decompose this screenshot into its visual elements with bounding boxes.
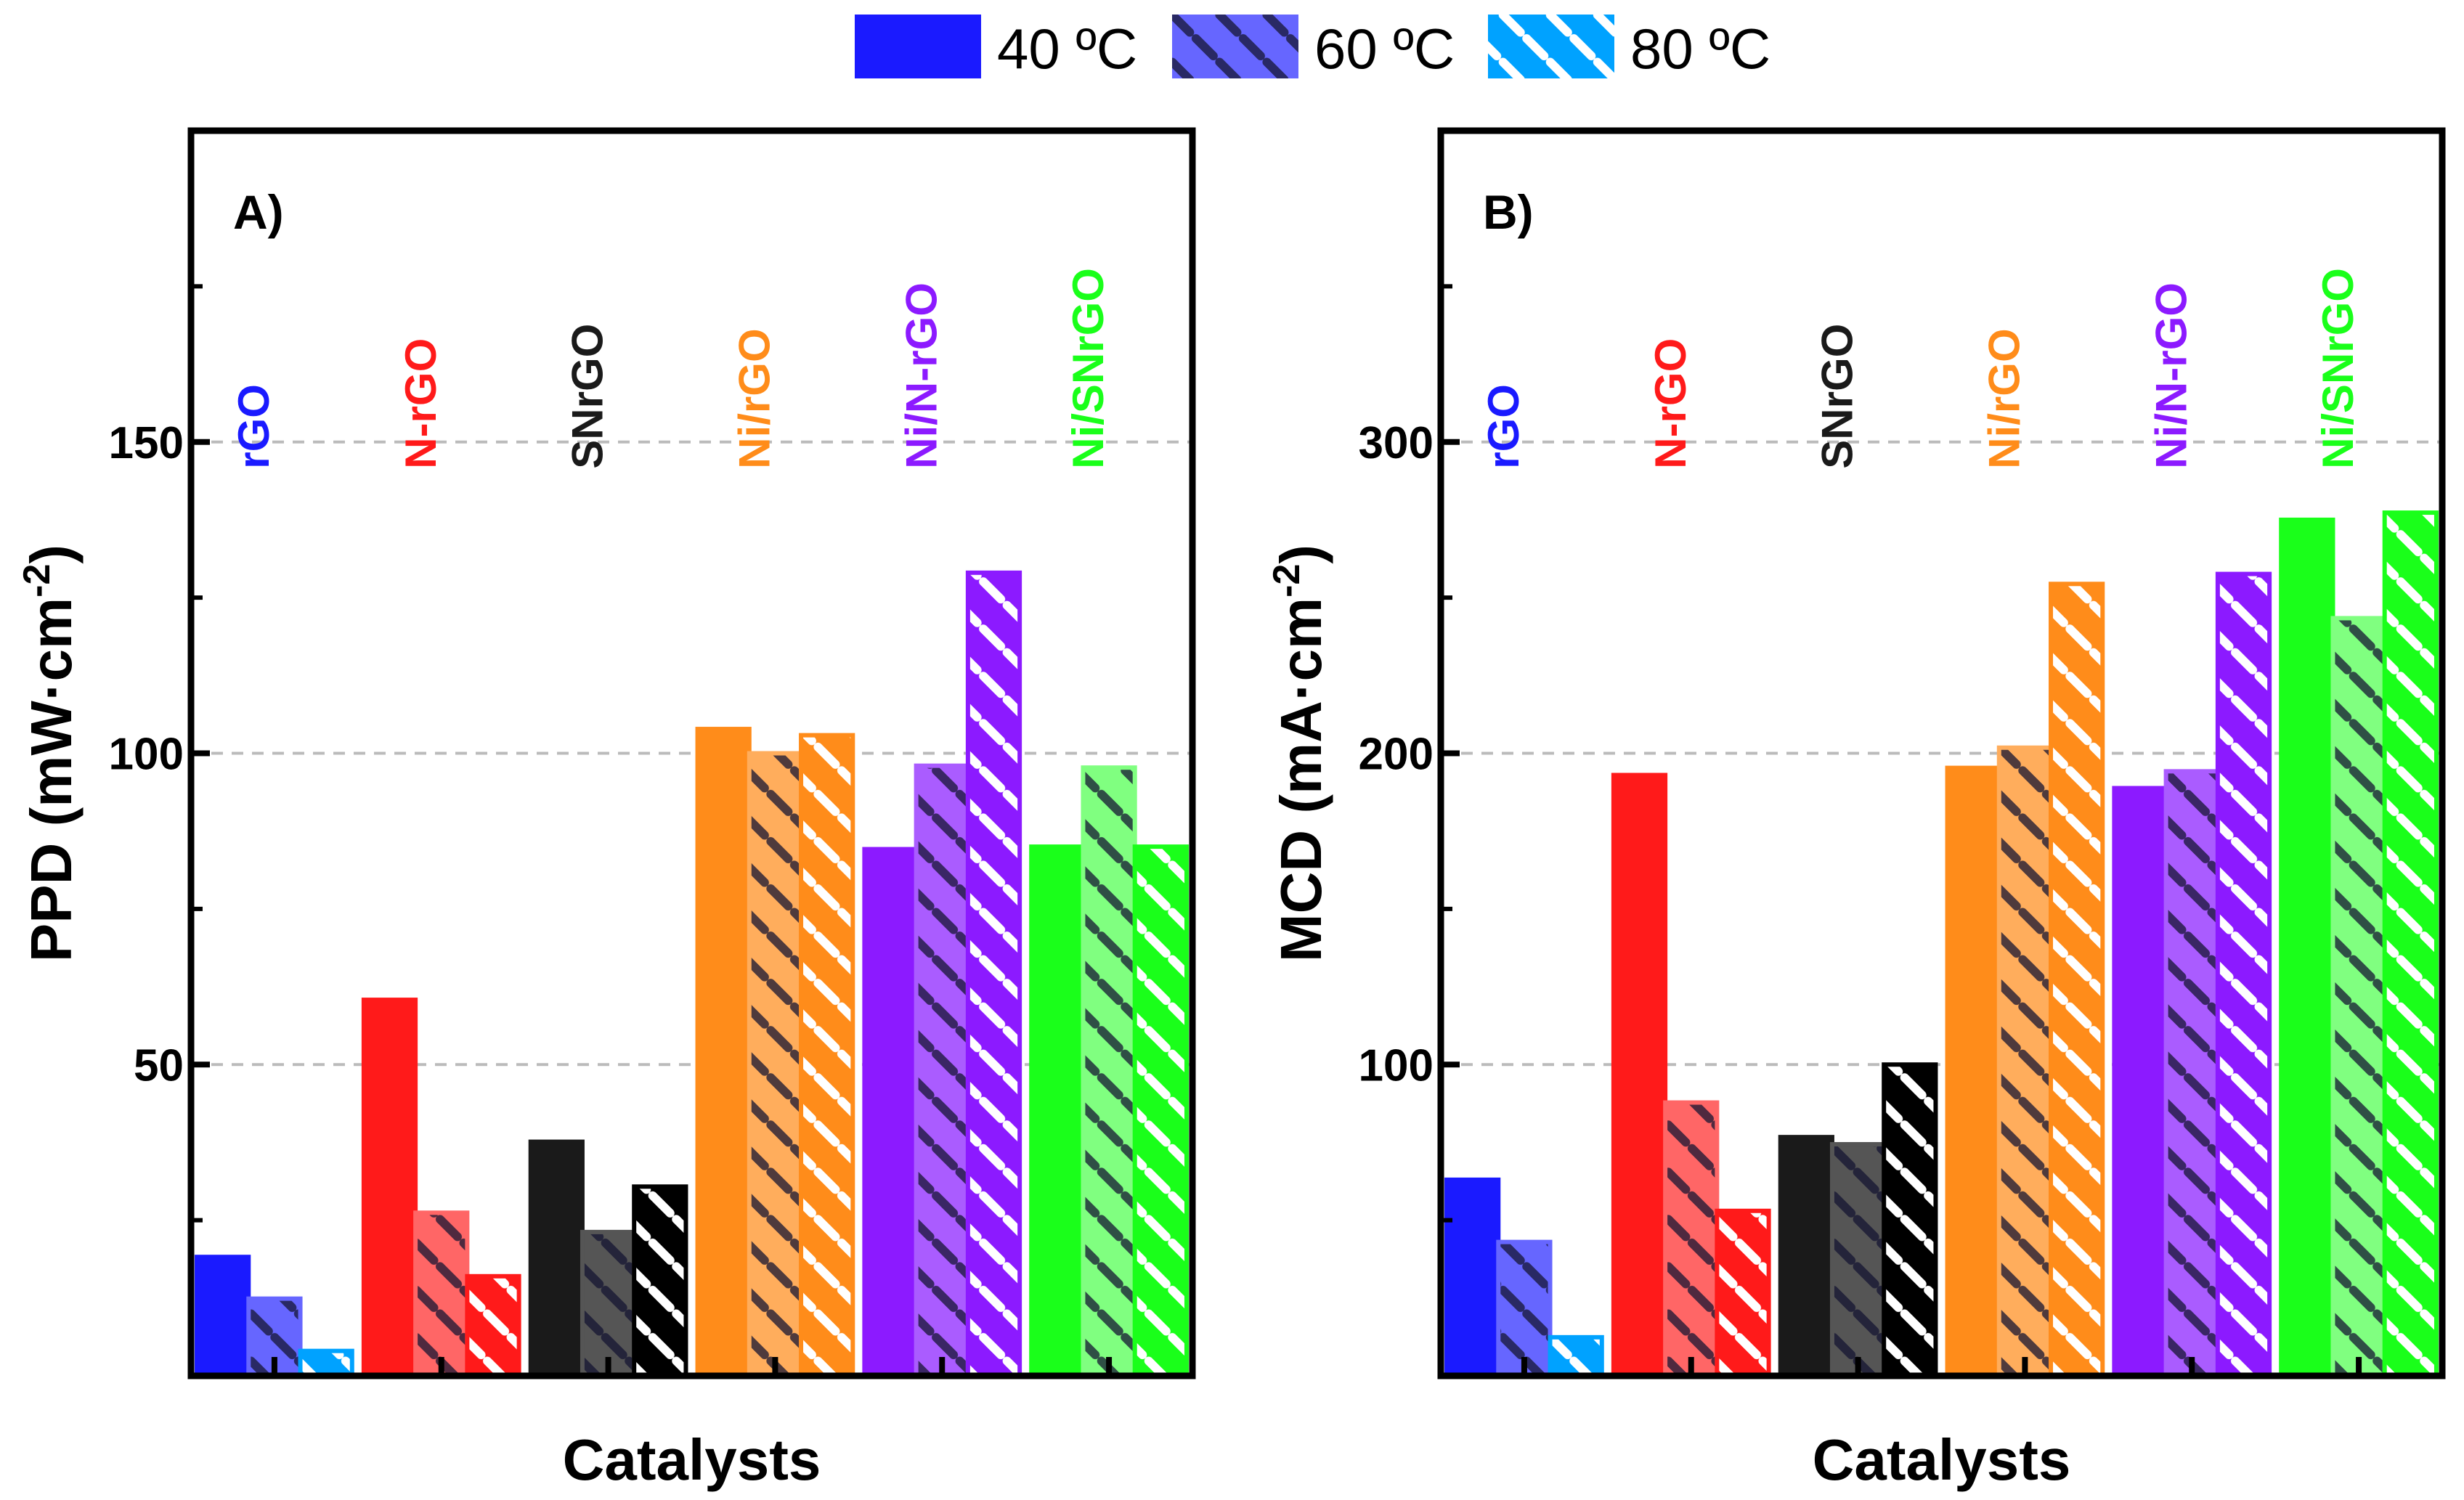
bar-rgo-80c <box>1548 1334 1604 1378</box>
legend-swatch <box>855 15 981 78</box>
y-axis-title: MCD (mA·cm-2) <box>1266 545 1333 962</box>
bar-ni-rgo-80c <box>2049 582 2105 1378</box>
category-label: Ni/rGO <box>1980 328 2028 468</box>
y-tick-label: 50 <box>134 1040 184 1091</box>
y-axis-title-sup: -2 <box>16 564 58 598</box>
bar-snrgo-80c <box>632 1184 688 1378</box>
x-axis-title: Catalysts <box>563 1427 821 1492</box>
category-label: rGO <box>229 384 278 469</box>
y-axis-title-sup: -2 <box>1266 564 1308 598</box>
y-axis-title-end: ) <box>1269 545 1333 564</box>
legend-label: 40 ºC <box>997 17 1137 81</box>
bar-ni-snrgo-80c <box>2382 510 2439 1378</box>
legend-entry: 40 ºC <box>855 15 1137 81</box>
bar-ni-snrgo-80c <box>1132 844 1189 1378</box>
legend-swatch <box>1172 15 1298 78</box>
bar-ni-rgo-80c <box>799 733 855 1378</box>
panels: rGO N-rGO SNrGO Ni/rGO Ni/N-rGO Ni/SNrGO 50 100… <box>16 127 2446 1492</box>
panel-label: A) <box>233 185 284 239</box>
panel-b: rGO N-rGO SNrGO Ni/rGO Ni/N-rGO Ni/SNrGO 100 20… <box>1266 127 2446 1492</box>
bar-ni-snrgo-60c <box>2330 616 2387 1378</box>
bar-rgo-40c <box>1444 1177 1501 1378</box>
category-label: Ni/SNrGO <box>2314 268 2362 469</box>
bar-ni-n-rgo-80c <box>965 570 1022 1379</box>
bar-ni-rgo-60c <box>747 751 804 1378</box>
category-label: SNrGO <box>564 324 612 469</box>
y-tick-label: 200 <box>1359 730 1434 780</box>
bar-rgo-40c <box>195 1255 251 1379</box>
category-label: rGO <box>1479 384 1528 469</box>
bar-n-rgo-80c <box>465 1273 521 1379</box>
bar-snrgo-60c <box>1829 1142 1887 1378</box>
bar-snrgo-80c <box>1882 1062 1938 1378</box>
y-axis-title: PPD (mW·cm-2) <box>16 545 84 962</box>
x-axis-title: Catalysts <box>1813 1427 2071 1492</box>
y-axis-title-main: MCD (mA·cm <box>1269 598 1333 962</box>
category-label: Ni/N-rGO <box>2147 282 2195 469</box>
legend-entry: 60 ºC <box>1172 15 1455 81</box>
bar-snrgo-40c <box>528 1139 585 1378</box>
legend: 40 ºC 60 ºC 80 ºC <box>855 15 1770 81</box>
panel-label: B) <box>1483 185 1534 239</box>
y-tick-label: 100 <box>1359 1040 1434 1091</box>
category-label: Ni/rGO <box>730 328 778 468</box>
legend-entry: 80 ºC <box>1488 15 1770 81</box>
bar-n-rgo-40c <box>1611 773 1668 1378</box>
y-tick-label: 300 <box>1359 418 1434 468</box>
bar-ni-n-rgo-40c <box>2112 786 2168 1378</box>
y-tick-label: 150 <box>109 418 184 468</box>
bar-snrgo-60c <box>580 1229 637 1378</box>
bar-n-rgo-40c <box>361 998 418 1378</box>
bar-n-rgo-60c <box>1663 1100 1720 1378</box>
bar-ni-rgo-40c <box>695 727 752 1378</box>
bar-ni-snrgo-40c <box>1029 844 1086 1378</box>
y-axis-title-end: ) <box>19 545 84 564</box>
category-label: Ni/SNrGO <box>1064 268 1113 469</box>
bar-n-rgo-60c <box>413 1210 470 1378</box>
bar-ni-n-rgo-60c <box>914 763 970 1378</box>
category-label: Ni/N-rGO <box>897 282 946 469</box>
category-label: N-rGO <box>397 338 445 469</box>
legend-swatch <box>1488 15 1614 78</box>
panel-a: rGO N-rGO SNrGO Ni/rGO Ni/N-rGO Ni/SNrGO 50 100… <box>16 127 1196 1492</box>
bar-ni-n-rgo-40c <box>862 847 919 1379</box>
bar-ni-n-rgo-60c <box>2163 769 2220 1379</box>
bar-ni-rgo-60c <box>1996 745 2054 1378</box>
category-label: SNrGO <box>1813 324 1862 469</box>
bar-ni-rgo-40c <box>1945 765 2001 1378</box>
y-axis-title-main: PPD (mW·cm <box>19 598 84 962</box>
bar-ni-snrgo-40c <box>2279 517 2335 1378</box>
legend-label: 60 ºC <box>1314 17 1455 81</box>
category-label: N-rGO <box>1646 338 1695 469</box>
bar-ni-snrgo-60c <box>1081 765 1137 1379</box>
bar-rgo-60c <box>1496 1239 1553 1378</box>
bar-rgo-80c <box>298 1348 354 1378</box>
bar-ni-n-rgo-80c <box>2215 571 2272 1378</box>
legend-label: 80 ºC <box>1630 17 1770 81</box>
bar-snrgo-40c <box>1778 1135 1834 1379</box>
bar-n-rgo-80c <box>1715 1208 1771 1378</box>
y-tick-label: 100 <box>109 730 184 780</box>
